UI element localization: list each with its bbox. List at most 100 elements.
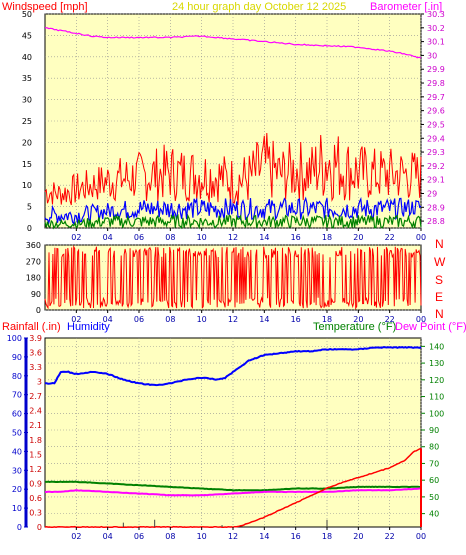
humidity-axis-label: Humidity — [67, 321, 110, 333]
barometer-y-tick-label: 29.3 — [427, 148, 445, 157]
barometer-y-tick-label: 29.9 — [427, 65, 445, 74]
rain-x-tick-label: 02 — [71, 532, 81, 541]
barometer-y-tick-label: 29.4 — [427, 134, 445, 143]
barometer-y-tick-label: 30.1 — [427, 38, 445, 47]
humidity-y-tick-label: 10 — [12, 504, 22, 513]
wind-x-tick-label: 18 — [322, 233, 332, 242]
wind-x-tick-label: 14 — [259, 233, 269, 242]
humidity-y-tick-label: 40 — [12, 447, 22, 456]
rainfall-axis-label: Rainfall (.in) — [2, 321, 61, 333]
barometer-y-tick-label: 29.1 — [427, 176, 445, 185]
humidity-y-tick-label: 80 — [12, 372, 22, 381]
wind-x-tick-label: 22 — [385, 233, 395, 242]
wind-y-tick-label: 50 — [22, 10, 32, 19]
direction-x-tick-label: 20 — [353, 315, 363, 324]
humidity-y-tick-label: 50 — [12, 429, 22, 438]
wind-x-tick-label: 00 — [416, 233, 426, 242]
wind-y-tick-label: 5 — [27, 203, 32, 212]
rain-y-tick-label: 3.3 — [29, 363, 42, 372]
windspeed-axis-label: Windspeed [mph] — [2, 1, 88, 13]
compass-label-n-bottom: N — [435, 307, 444, 321]
dewpoint-axis-label: Dew Point (°F) — [395, 321, 466, 333]
rain-y-tick-label: 0.3 — [29, 508, 42, 517]
wind-x-tick-label: 20 — [353, 233, 363, 242]
humidity-y-tick-label: 100 — [7, 334, 22, 343]
rain-x-tick-label: 14 — [259, 532, 269, 541]
direction-x-tick-label: 06 — [134, 315, 144, 324]
rain-x-tick-label: 00 — [416, 532, 426, 541]
temperature-y-tick-label: 60 — [429, 476, 439, 485]
rain-y-tick-label: 3.6 — [29, 349, 42, 358]
direction-x-tick-label: 18 — [322, 315, 332, 324]
direction-y-tick-label: 0 — [36, 306, 41, 315]
compass-label-s: S — [435, 273, 443, 287]
wind-direction-trace — [44, 245, 422, 310]
rain-y-tick-label: 2.4 — [29, 407, 42, 416]
wind-y-tick-label: 25 — [22, 117, 32, 126]
humidity-y-tick-label: 90 — [12, 353, 22, 362]
barometer-y-tick-label: 29.8 — [427, 79, 445, 88]
direction-x-tick-label: 02 — [71, 315, 81, 324]
rain-y-tick-label: 0.6 — [29, 494, 42, 503]
direction-x-tick-label: 22 — [385, 315, 395, 324]
humidity-y-tick-label: 30 — [12, 466, 22, 475]
rain-x-tick-label: 22 — [385, 532, 395, 541]
rain-y-tick-label: 1.8 — [29, 436, 42, 445]
direction-x-tick-label: 12 — [228, 315, 238, 324]
temperature-y-tick-label: 90 — [429, 426, 439, 435]
humidity-trace — [45, 346, 422, 387]
barometer-trace — [44, 27, 422, 59]
chart-title: 24 hour graph day October 12 2025 — [172, 1, 346, 13]
rain-y-tick-label: 2.7 — [29, 392, 42, 401]
compass-label-w: W — [434, 255, 446, 269]
wind-y-tick-label: 35 — [22, 74, 32, 83]
direction-y-tick-label: 270 — [26, 257, 41, 266]
humidity-y-tick-label: 20 — [12, 485, 22, 494]
temperature-y-tick-label: 80 — [429, 443, 439, 452]
barometer-y-tick-label: 29 — [427, 189, 437, 198]
rain-x-tick-label: 06 — [134, 532, 144, 541]
rain-plot-area — [44, 337, 422, 528]
temperature-y-tick-label: 120 — [429, 376, 444, 385]
direction-y-tick-label: 90 — [31, 290, 41, 299]
wind-x-tick-label: 06 — [134, 233, 144, 242]
wind-y-tick-label: 10 — [22, 181, 32, 190]
temperature-y-tick-label: 40 — [429, 510, 439, 519]
rain-y-tick-label: 0 — [37, 523, 42, 532]
barometer-y-tick-label: 29.6 — [427, 107, 445, 116]
temperature-y-tick-label: 130 — [429, 359, 444, 368]
humidity-y-tick-label: 70 — [12, 391, 22, 400]
direction-x-tick-label: 14 — [259, 315, 269, 324]
compass-label-e: E — [435, 290, 443, 304]
temperature-y-tick-label: 100 — [429, 409, 444, 418]
rain-x-tick-label: 10 — [197, 532, 207, 541]
barometer-y-tick-label: 28.9 — [427, 203, 445, 212]
wind-y-tick-label: 0 — [27, 224, 32, 233]
humidity-y-tick-label: 0 — [17, 523, 22, 532]
wind-y-tick-label: 15 — [22, 160, 32, 169]
direction-y-tick-label: 180 — [26, 274, 41, 283]
barometer-y-tick-label: 30.3 — [427, 10, 445, 19]
rain-x-tick-label: 08 — [165, 532, 175, 541]
rain-x-tick-label: 04 — [103, 532, 113, 541]
gust-average-trace — [44, 196, 422, 226]
direction-x-tick-label: 08 — [165, 315, 175, 324]
temperature-y-tick-label: 110 — [429, 393, 444, 402]
rain-x-tick-label: 20 — [353, 532, 363, 541]
wind-y-tick-label: 20 — [22, 138, 32, 147]
temperature-y-tick-label: 50 — [429, 493, 439, 502]
rain-x-tick-label: 12 — [228, 532, 238, 541]
wind-x-tick-label: 12 — [228, 233, 238, 242]
temperature-trace — [44, 480, 422, 492]
rain-y-tick-label: 3 — [37, 378, 42, 387]
direction-x-tick-label: 16 — [291, 315, 301, 324]
barometer-y-tick-label: 29.5 — [427, 120, 445, 129]
barometer-y-tick-label: 30 — [427, 51, 437, 60]
barometer-y-tick-label: 28.8 — [427, 217, 445, 226]
wind-x-tick-label: 02 — [71, 233, 81, 242]
dewpoint-trace — [44, 487, 421, 497]
temperature-y-tick-label: 70 — [429, 459, 439, 468]
wind-y-tick-label: 45 — [22, 31, 32, 40]
